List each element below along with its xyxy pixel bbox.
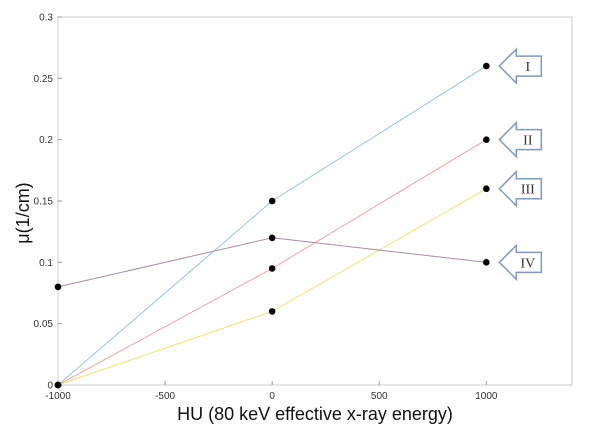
x-axis-ticks: -1000 -500 0 500 1000 [45,381,498,402]
series-lines [57,65,487,386]
plot-frame [57,16,573,386]
data-point-iii [268,308,276,315]
series-label-iv: IV [520,256,535,271]
data-point-ii [483,136,490,143]
series-label-i: I [525,60,530,75]
x-tick-label: -500 [155,391,175,402]
x-tick-label: 1000 [475,391,498,402]
series-line-iii [57,188,487,386]
y-axis-ticks: 0 0.05 0.1 0.15 0.2 0.25 0.3 [34,13,62,392]
data-point-iii [483,185,490,193]
y-axis-title: μ(1/cm) [13,182,33,243]
x-tick-label: 0 [269,391,275,402]
x-tick-label: -1000 [45,391,71,402]
data-point-iv [54,283,62,291]
data-point-ii [268,265,276,272]
callout-arrow-ii [498,120,543,159]
data-point-i [268,197,276,205]
y-tick-label: 0.15 [34,197,54,208]
data-point-i [483,62,490,70]
series-label-ii: II [523,134,533,149]
callout-arrow-i [498,47,543,85]
series-points [54,62,490,389]
callout-arrow-iv [498,243,543,282]
x-axis-title: HU (80 keV effective x-ray energy) [177,404,453,424]
y-tick-label: 0.2 [39,135,53,146]
y-tick-label: 0 [47,381,53,392]
y-tick-label: 0.05 [34,319,54,330]
x-tick-label: 500 [371,391,388,402]
y-tick-label: 0.25 [34,74,54,85]
y-tick-label: 0.3 [39,13,53,24]
data-point-iv [268,234,276,242]
callout-arrow-iii [498,169,543,208]
series-line-iv [57,237,487,288]
data-point-iii [54,381,62,389]
series-label-iii: III [521,183,535,198]
data-point-iv [483,259,490,266]
series-line-ii [57,139,487,386]
y-tick-label: 0.1 [39,258,53,269]
